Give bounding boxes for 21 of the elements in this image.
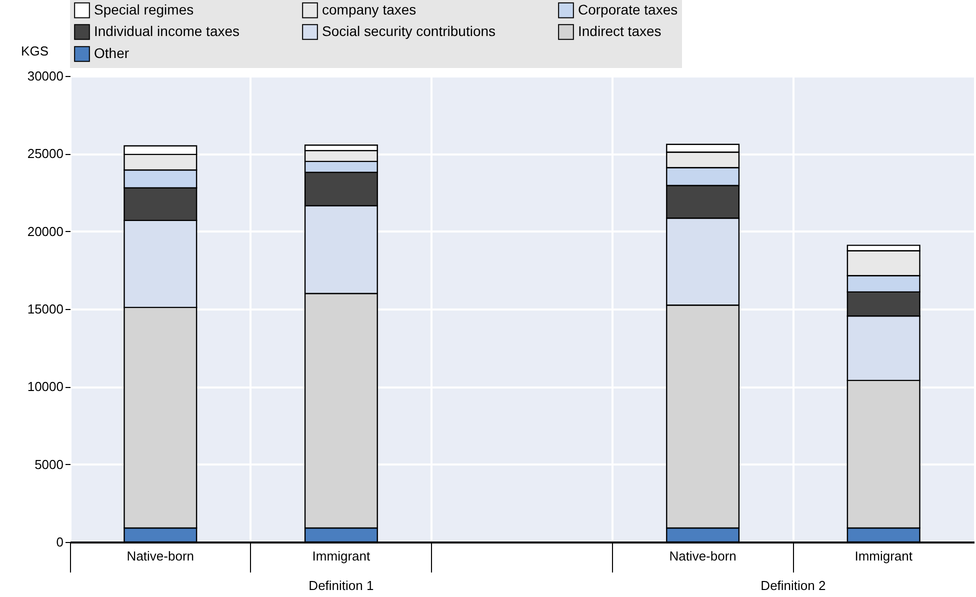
x-tick-label: Native-born bbox=[126, 548, 194, 564]
legend-label: Individual income taxes bbox=[94, 23, 240, 39]
y-tick-label: 5000 bbox=[34, 456, 64, 472]
y-tick-label: 20000 bbox=[27, 224, 64, 239]
y-axis-title: KGS bbox=[21, 44, 49, 58]
legend-label: Social security contributions bbox=[322, 23, 496, 39]
y-tick-label: 0 bbox=[56, 534, 64, 550]
legend-label: Corporate taxes bbox=[578, 1, 678, 18]
x-tick-label: Immigrant bbox=[854, 548, 913, 564]
text: Definition 2 bbox=[760, 578, 826, 593]
legend-label: company taxes bbox=[322, 1, 416, 18]
legend-label: Other bbox=[94, 45, 130, 61]
legend-label: Indirect taxes bbox=[578, 23, 662, 39]
y-tick-label: 25000 bbox=[27, 146, 64, 162]
y-tick-label: 10000 bbox=[27, 379, 64, 394]
x-tick-label: Immigrant bbox=[312, 548, 370, 564]
text: Definition 1 bbox=[308, 578, 374, 593]
x-tick-label: Native-born bbox=[669, 548, 736, 564]
y-tick-label: 15000 bbox=[27, 302, 64, 316]
legend-label: Special regimes bbox=[94, 1, 194, 18]
y-tick-label: 30000 bbox=[27, 68, 64, 84]
